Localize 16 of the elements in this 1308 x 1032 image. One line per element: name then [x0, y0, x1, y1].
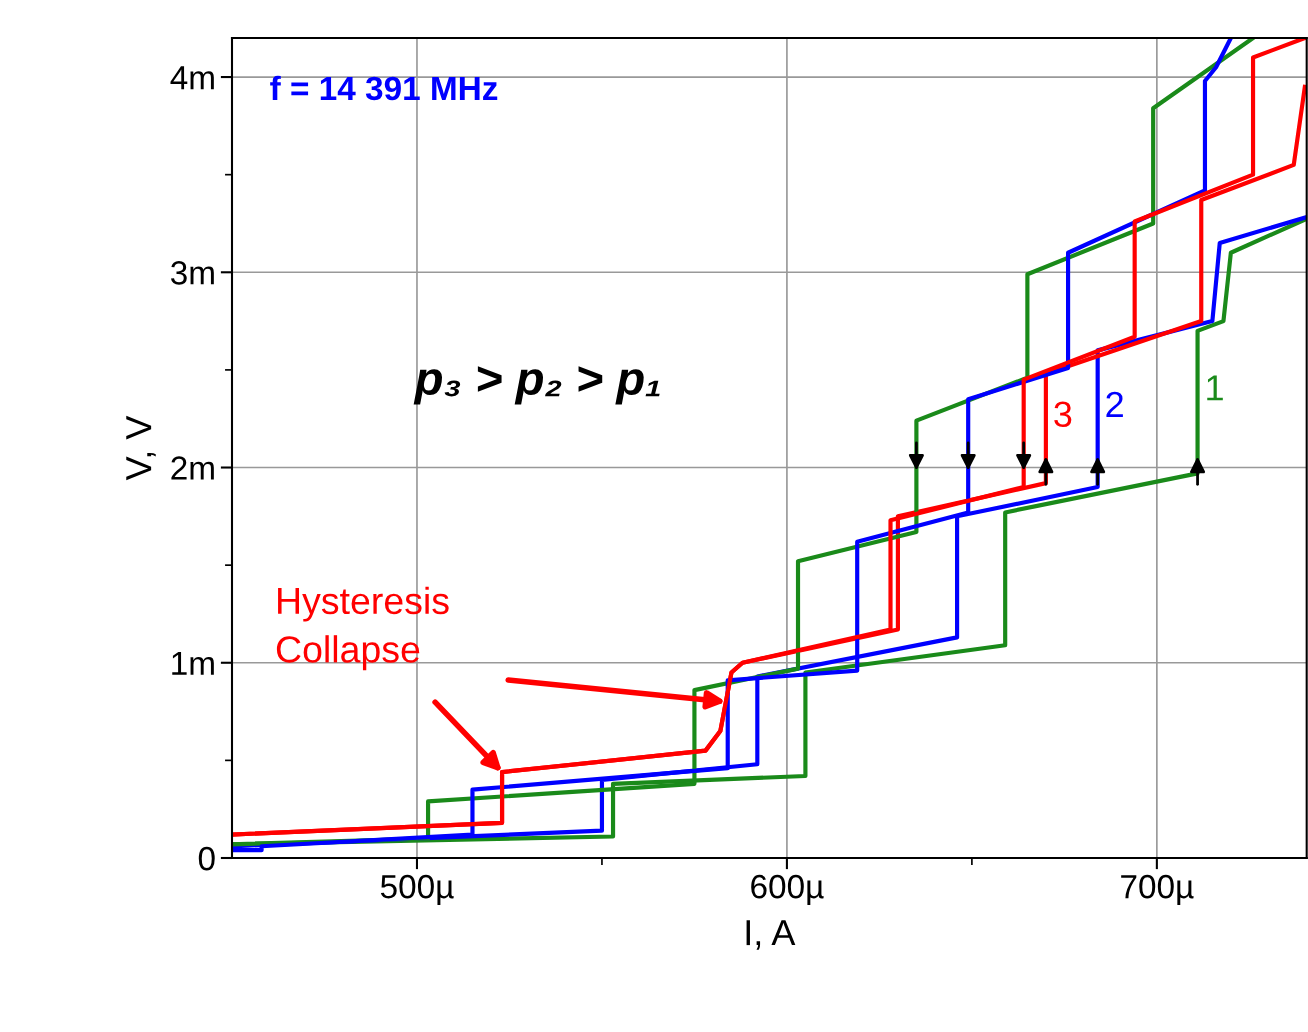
- y-tick-label: 2m: [171, 456, 214, 480]
- annotation: p₃ > p₂ > p₁: [413, 366, 660, 405]
- series-label: 1: [1207, 375, 1223, 401]
- y-tick-label: 1m: [172, 651, 214, 675]
- y-tick-label: 0: [198, 846, 215, 871]
- y-axis-title: V, V: [126, 415, 156, 481]
- x-tick-label: 500µ: [380, 874, 454, 906]
- series-label: 3: [1054, 401, 1072, 428]
- x-axis-title: I, A: [746, 920, 796, 950]
- y-tick-label: 4m: [170, 66, 214, 90]
- x-tick-label: 700µ: [1121, 874, 1194, 906]
- series-label: 2: [1106, 391, 1123, 417]
- annotation: Hysteresis Collapse: [276, 586, 449, 671]
- y-tick-label: 3m: [171, 261, 214, 285]
- x-tick-label: 600µ: [751, 874, 824, 906]
- annotation: f = 14 391 MHz: [270, 75, 498, 101]
